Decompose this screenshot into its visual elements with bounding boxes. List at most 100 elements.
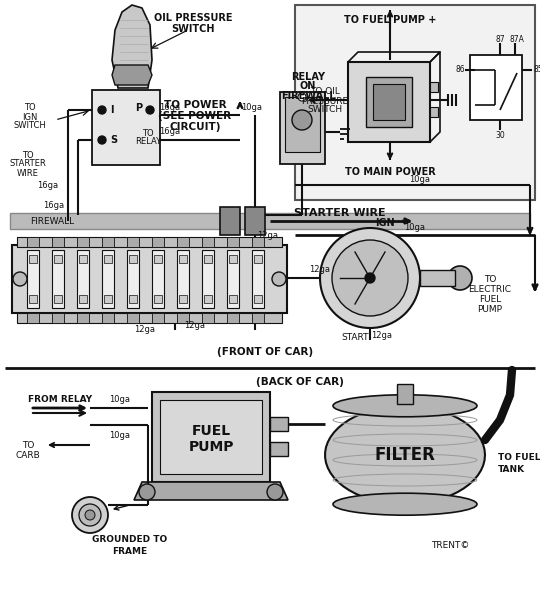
Bar xyxy=(104,255,112,263)
Bar xyxy=(270,442,288,456)
Text: RELAY: RELAY xyxy=(135,137,161,146)
Circle shape xyxy=(332,240,408,316)
Bar xyxy=(92,90,160,165)
Bar xyxy=(470,55,522,120)
Text: TO: TO xyxy=(142,129,154,137)
Text: TO: TO xyxy=(484,276,496,284)
Text: TRENT©: TRENT© xyxy=(431,540,469,549)
Text: WIRE: WIRE xyxy=(17,169,39,178)
Bar xyxy=(204,255,212,263)
Text: FIREWALL: FIREWALL xyxy=(30,217,74,225)
Circle shape xyxy=(320,228,420,328)
Bar xyxy=(12,245,287,313)
Bar xyxy=(245,207,265,235)
Bar xyxy=(348,62,430,142)
Circle shape xyxy=(298,93,306,101)
Polygon shape xyxy=(112,65,152,85)
Text: FIREWALL: FIREWALL xyxy=(281,91,335,101)
Bar xyxy=(430,107,438,117)
Bar xyxy=(17,237,282,247)
Text: TO FUEL PUMP +: TO FUEL PUMP + xyxy=(344,15,436,25)
Bar xyxy=(29,295,37,303)
Text: 10ga: 10ga xyxy=(110,431,131,440)
Text: 87: 87 xyxy=(495,34,505,44)
Bar xyxy=(295,5,535,200)
Bar xyxy=(17,313,282,323)
Bar xyxy=(102,250,114,308)
Circle shape xyxy=(272,272,286,286)
Ellipse shape xyxy=(333,395,477,417)
Circle shape xyxy=(292,110,312,130)
Bar xyxy=(102,313,114,323)
Bar xyxy=(27,313,39,323)
Text: S: S xyxy=(110,135,117,145)
Text: CIRCUIT): CIRCUIT) xyxy=(169,122,221,132)
Circle shape xyxy=(13,272,27,286)
Text: IGN: IGN xyxy=(22,113,38,122)
Bar xyxy=(179,295,187,303)
Bar xyxy=(202,313,214,323)
Bar xyxy=(280,92,325,164)
Text: P: P xyxy=(135,103,142,113)
Bar xyxy=(102,237,114,247)
Bar xyxy=(152,237,164,247)
Bar xyxy=(52,250,64,308)
Text: 10ga: 10ga xyxy=(110,395,131,404)
Text: 12ga: 12ga xyxy=(134,326,156,335)
Text: SWITCH: SWITCH xyxy=(14,122,46,130)
Text: CARB: CARB xyxy=(16,451,40,460)
Bar xyxy=(204,295,212,303)
Circle shape xyxy=(79,504,101,526)
Text: TO FUEL: TO FUEL xyxy=(498,454,540,463)
Text: I: I xyxy=(110,105,113,115)
Text: SWITCH: SWITCH xyxy=(171,24,215,34)
Bar xyxy=(77,237,89,247)
Circle shape xyxy=(365,273,375,283)
Bar xyxy=(252,237,264,247)
Bar xyxy=(252,313,264,323)
Ellipse shape xyxy=(333,493,477,515)
Bar xyxy=(77,313,89,323)
Bar xyxy=(152,392,270,482)
Bar xyxy=(27,237,39,247)
Bar xyxy=(160,400,262,474)
Bar xyxy=(252,250,264,308)
Text: FILTER: FILTER xyxy=(375,446,435,464)
Bar xyxy=(366,77,412,127)
Bar xyxy=(127,250,139,308)
Text: 12ga: 12ga xyxy=(185,322,206,330)
Circle shape xyxy=(139,484,155,500)
Text: 87A: 87A xyxy=(510,34,524,44)
Text: TO: TO xyxy=(22,150,34,159)
Text: FUEL: FUEL xyxy=(192,424,231,438)
Text: TANK: TANK xyxy=(498,464,525,474)
Text: OIL PRESSURE: OIL PRESSURE xyxy=(154,13,232,23)
Bar xyxy=(54,295,62,303)
Bar xyxy=(202,237,214,247)
Text: 86: 86 xyxy=(455,65,465,74)
Text: TO: TO xyxy=(22,441,34,450)
Polygon shape xyxy=(325,406,485,504)
Bar xyxy=(397,384,413,404)
Bar xyxy=(154,255,162,263)
Circle shape xyxy=(146,106,154,114)
Bar xyxy=(227,313,239,323)
Bar xyxy=(220,207,240,235)
Text: 16ga: 16ga xyxy=(159,127,180,136)
Text: STARTER: STARTER xyxy=(10,159,46,169)
Text: STARTER WIRE: STARTER WIRE xyxy=(294,208,386,218)
Bar xyxy=(430,82,438,92)
Text: 85: 85 xyxy=(533,65,540,74)
Bar xyxy=(10,213,530,229)
Bar xyxy=(127,237,139,247)
Bar xyxy=(229,255,237,263)
Polygon shape xyxy=(112,5,152,88)
Circle shape xyxy=(85,510,95,520)
Bar xyxy=(373,84,405,120)
Text: 30: 30 xyxy=(495,130,505,139)
Text: 12ga: 12ga xyxy=(258,231,279,240)
Bar xyxy=(177,313,189,323)
Bar xyxy=(227,237,239,247)
Text: TO: TO xyxy=(24,103,36,113)
Bar xyxy=(79,255,87,263)
